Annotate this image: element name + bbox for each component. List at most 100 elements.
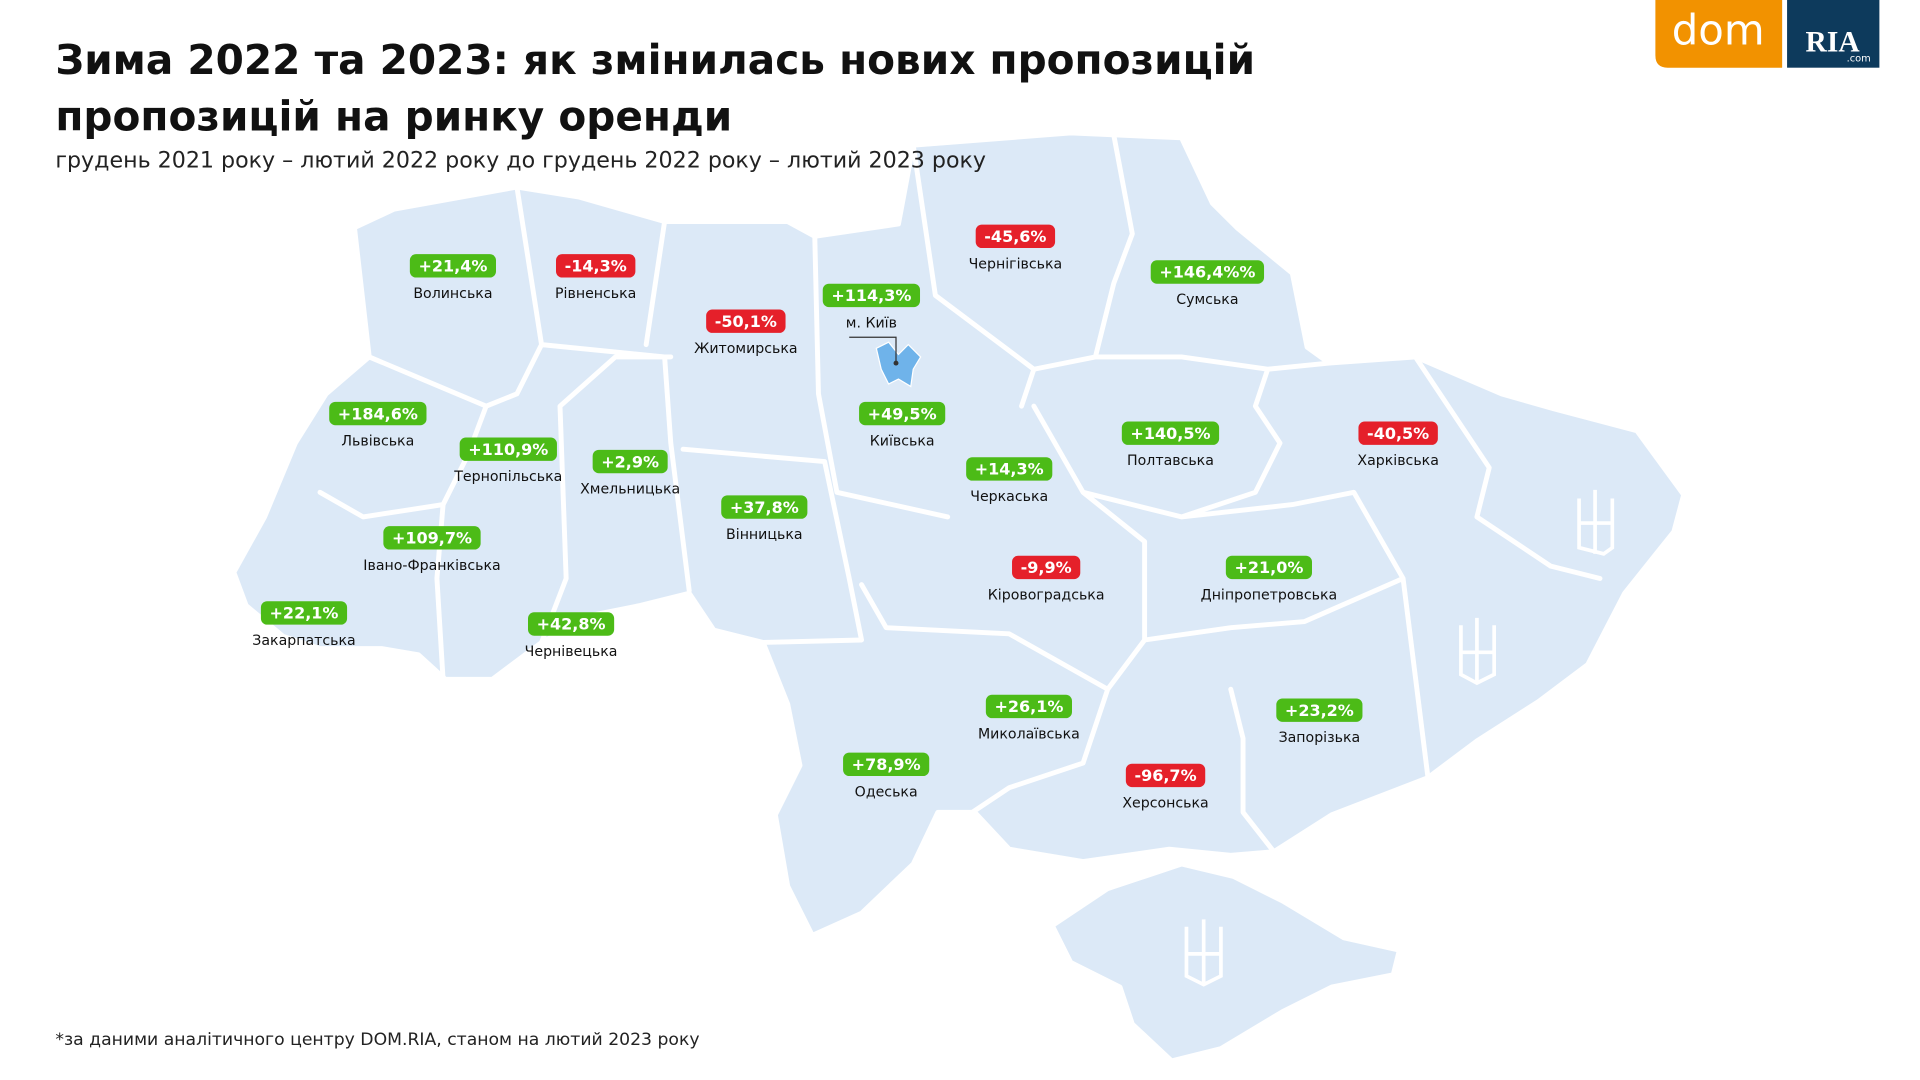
- region-name: Рівненська: [555, 286, 636, 302]
- region-label: +21,4% Волинська: [409, 254, 496, 302]
- region-label: +14,3% Черкаська: [966, 457, 1053, 505]
- badge: [1358, 421, 1438, 445]
- badge: [555, 254, 636, 278]
- region-name: Дніпропетровська: [1201, 587, 1338, 603]
- change-value: +110,9%: [468, 440, 548, 459]
- badge: [859, 401, 946, 426]
- change-value: +109,7%: [392, 529, 472, 548]
- region-name: Запорізька: [1279, 730, 1361, 746]
- badge: [1225, 555, 1312, 580]
- badge: [1012, 555, 1081, 580]
- region-label: +21,0% Дніпропетровська: [1201, 555, 1338, 603]
- change-value: +140,5%: [1130, 424, 1210, 443]
- region-name: Закарпатська: [252, 633, 355, 649]
- region-label: +110,9% Тернопільська: [453, 437, 562, 485]
- badge: [1150, 260, 1265, 284]
- region-name: Кіровоградська: [988, 587, 1105, 603]
- badge: [1121, 421, 1220, 445]
- region-name: Херсонська: [1122, 795, 1208, 811]
- region-name: Хмельницька: [580, 482, 680, 498]
- emblems: [1184, 489, 1615, 987]
- region-name: Івано-Франківська: [363, 558, 500, 574]
- logo-dom-bg: [1655, 0, 1783, 68]
- footnote: *за даними аналітичного центру DOM.RIA, …: [55, 1030, 699, 1050]
- title-line: Зима 2022 та 2023: як змінилась нових пр…: [55, 36, 1255, 84]
- region-label: +37,8% Вінницька: [721, 495, 808, 543]
- region-label: +2,9% Хмельницька: [580, 449, 680, 498]
- badge: [721, 495, 808, 519]
- change-value: +184,6%: [338, 404, 418, 423]
- badge: [975, 224, 1056, 248]
- kyiv-city: [875, 341, 922, 388]
- region-label: +23,2% Запорізька: [1276, 698, 1363, 746]
- region-name: Миколаївська: [978, 726, 1080, 742]
- subtitle: грудень 2021 року – лютий 2022 року до г…: [55, 147, 986, 173]
- change-value: -96,7%: [1134, 766, 1196, 785]
- change-value: -45,6%: [984, 227, 1046, 246]
- region-borders: [317, 132, 1603, 855]
- change-value: +21,0%: [1234, 558, 1303, 577]
- region-name: м. Київ: [846, 315, 897, 331]
- map: [231, 130, 1687, 1064]
- badge: [409, 254, 496, 278]
- logo-ria-bg: [1787, 0, 1880, 68]
- region-label: -96,7% Херсонська: [1122, 763, 1209, 811]
- change-value: +21,4%: [418, 257, 487, 276]
- badge: [1125, 763, 1206, 788]
- change-value: -14,3%: [565, 257, 627, 276]
- badge: [329, 401, 427, 426]
- crimea: [1049, 861, 1402, 1064]
- region-name: Чернівецька: [525, 644, 618, 660]
- region-labels: +21,4% Волинська -14,3% Рівненська -50,1% Жит…: [252, 224, 1439, 811]
- region-label: +184,6% Львівська: [329, 401, 427, 450]
- change-value: +49,5%: [868, 404, 937, 423]
- kyiv-leader: [849, 336, 897, 364]
- region-label: -45,6% Чернігівська: [969, 224, 1063, 272]
- change-value: +26,1%: [994, 697, 1063, 716]
- badge: [1276, 698, 1363, 722]
- logo-ria: RIA: [1806, 27, 1861, 59]
- change-value: +114,3%: [831, 286, 911, 305]
- region-name: Харківська: [1357, 453, 1438, 469]
- change-value: +146,4%%: [1159, 263, 1255, 282]
- region-label: +49,5% Київська: [859, 401, 946, 450]
- badge: [843, 752, 930, 776]
- region-label: +42,8% Чернівецька: [525, 612, 618, 660]
- region-name: Сумська: [1176, 292, 1238, 308]
- region-label: -40,5% Харківська: [1357, 421, 1439, 469]
- region-name: Вінницька: [726, 527, 802, 543]
- region-label: -9,9% Кіровоградська: [988, 555, 1105, 603]
- badge: [966, 457, 1053, 481]
- region-name: Київська: [870, 434, 935, 450]
- region-label: +109,7% Івано-Франківська: [363, 526, 501, 574]
- region-label: +78,9% Одеська: [843, 752, 930, 800]
- change-value: -40,5%: [1367, 424, 1429, 443]
- region-name: Волинська: [413, 286, 492, 302]
- badge: [459, 437, 557, 461]
- title-line: пропозицій на ринку оренди: [55, 92, 732, 140]
- region-label: +114,3% м. Київ: [822, 283, 921, 331]
- change-value: -50,1%: [715, 312, 777, 331]
- change-value: +37,8%: [730, 498, 799, 517]
- badge: [592, 449, 668, 474]
- region-name: Полтавська: [1127, 453, 1214, 469]
- region-name: Черкаська: [970, 489, 1048, 505]
- badge: [260, 601, 348, 625]
- region-label: +140,5% Полтавська: [1121, 421, 1220, 469]
- region-name: Одеська: [855, 784, 918, 800]
- region-label: +22,1% Закарпатська: [252, 601, 356, 649]
- region-name: Чернігівська: [969, 256, 1063, 272]
- region-name: Львівська: [341, 434, 414, 450]
- change-value: +22,1%: [270, 604, 339, 623]
- mainland: [231, 130, 1687, 938]
- logo: dom RIA .com: [1655, 0, 1880, 68]
- badge: [822, 283, 921, 308]
- region-label: +146,4%% Сумська: [1150, 260, 1265, 308]
- badge: [985, 694, 1072, 719]
- kyiv-dot: [893, 360, 899, 366]
- region-label: -14,3% Рівненська: [555, 254, 636, 302]
- logo-dom: dom: [1672, 5, 1765, 54]
- badge: [383, 526, 481, 550]
